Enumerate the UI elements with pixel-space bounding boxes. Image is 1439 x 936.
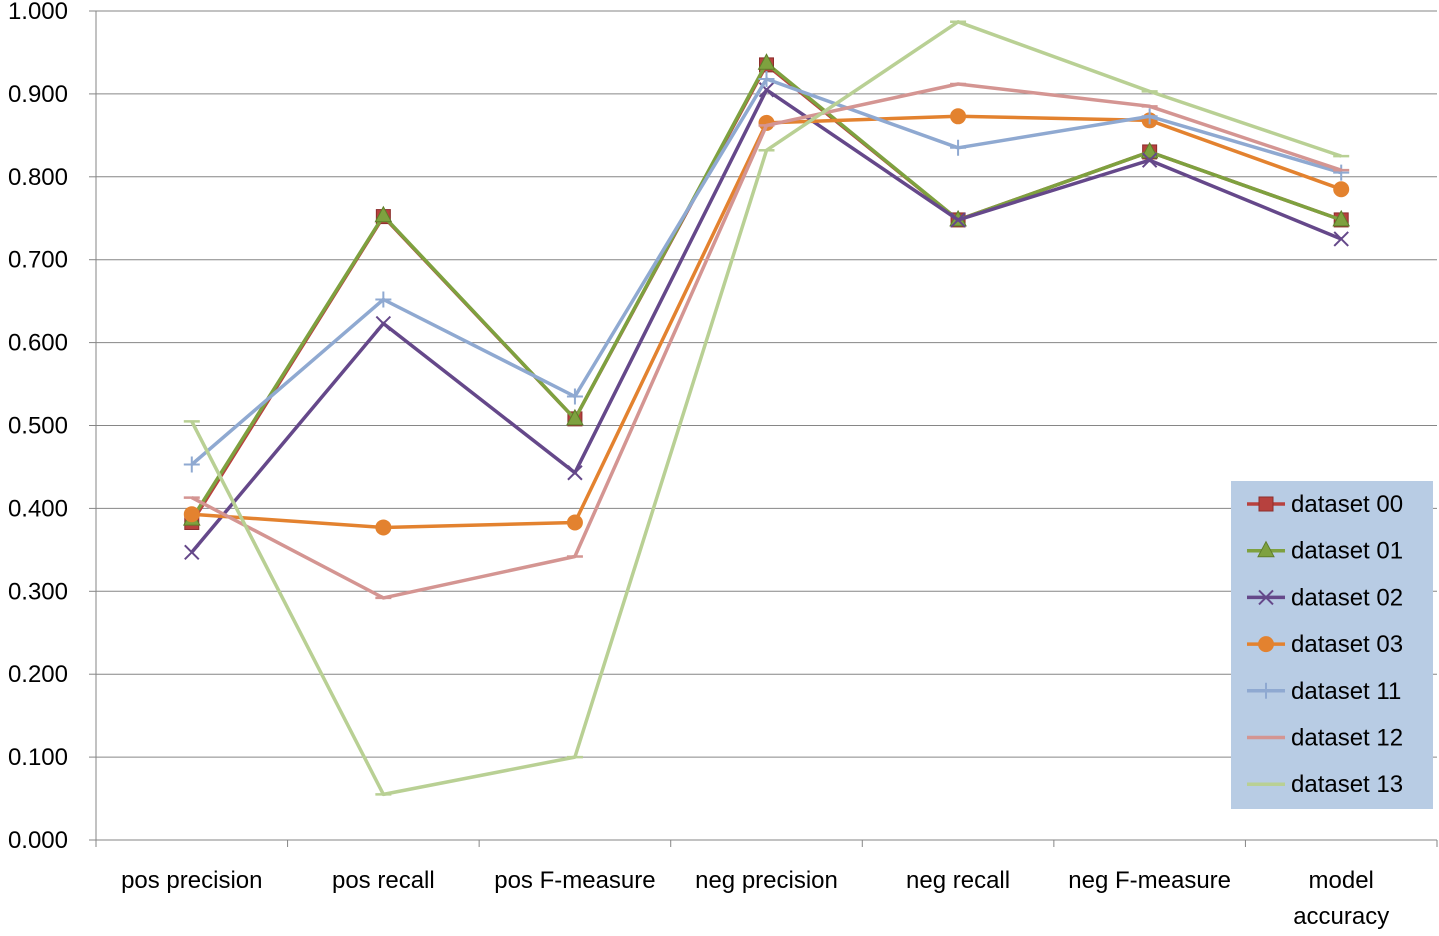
x-tick-label: neg recall (906, 867, 1010, 894)
data-point (1141, 108, 1158, 125)
x-tick-label: model (1309, 867, 1374, 894)
data-point (566, 514, 583, 531)
data-point (566, 388, 583, 405)
data-point (375, 315, 392, 332)
series-dataset-12 (183, 82, 1350, 600)
x-tick-label: pos recall (332, 867, 435, 894)
y-tick-label: 0.700 (8, 247, 68, 274)
legend-swatch-marker (1258, 496, 1274, 512)
gridlines (96, 10, 1437, 758)
legend-label: dataset 03 (1291, 631, 1403, 658)
series-line (190, 77, 1342, 466)
series-line (191, 114, 1342, 530)
y-tick-label: 0.600 (8, 330, 68, 357)
y-tick-label: 0.800 (8, 164, 68, 191)
series-dataset-02 (184, 82, 1349, 561)
series-line (190, 61, 1342, 521)
legend-item: dataset 00 (1247, 491, 1403, 518)
legend: dataset 00 dataset 01 dataset 02 dataset 03… (1231, 481, 1433, 809)
y-tick-label: 1.000 (8, 0, 68, 25)
y-tick-label: 0.900 (8, 81, 68, 108)
legend-label: dataset 11 (1291, 678, 1401, 705)
legend-item: dataset 01 (1247, 538, 1403, 565)
legend-swatch-marker (1258, 682, 1274, 699)
series-line (190, 63, 1342, 524)
y-tick-label: 0.000 (8, 827, 68, 854)
series-dataset-13 (183, 20, 1350, 797)
legend-label: dataset 12 (1291, 725, 1403, 752)
axes: 0.000 0.100 0.200 0.300 0.400 0.500 0.600 0.700… (8, 0, 1438, 930)
legend-label: dataset 00 (1291, 491, 1403, 518)
legend-swatch-marker (1258, 589, 1274, 606)
y-tick-label: 0.500 (8, 413, 68, 440)
data-point (375, 291, 392, 308)
legend-item: dataset 11 (1247, 678, 1401, 705)
series-dataset-11 (183, 70, 1350, 473)
x-tick-label: pos precision (121, 867, 262, 894)
data-point (184, 544, 200, 561)
data-point (758, 70, 775, 87)
legend-swatch-marker (1258, 636, 1274, 653)
series-lines (182, 20, 1351, 797)
data-point (374, 205, 393, 223)
data-point (1333, 164, 1350, 181)
data-point (1140, 141, 1159, 159)
data-point (950, 139, 967, 156)
data-point (1333, 181, 1350, 198)
legend-item: dataset 03 (1247, 631, 1403, 658)
x-tick-label: neg F-measure (1068, 867, 1231, 894)
x-tick-label: pos F-measure (494, 867, 655, 894)
legend-item: dataset 12 (1247, 725, 1403, 752)
legend-item: dataset 13 (1247, 771, 1403, 798)
data-point (183, 456, 200, 473)
data-point (950, 108, 967, 125)
legend-swatch-marker (1257, 540, 1275, 558)
legend-label: dataset 13 (1291, 771, 1403, 798)
data-point (1332, 209, 1351, 227)
data-point (757, 53, 776, 70)
data-point (566, 408, 584, 426)
legend-label: dataset 02 (1291, 584, 1403, 611)
y-tick-label: 0.300 (8, 578, 68, 605)
data-point (183, 506, 200, 523)
legend-item: dataset 02 (1247, 584, 1403, 611)
y-tick-label: 0.200 (8, 661, 68, 688)
x-tick-label: neg precision (695, 867, 838, 894)
series-line (190, 20, 1342, 797)
data-point (1141, 152, 1158, 168)
legend-label: dataset 01 (1291, 538, 1403, 565)
data-point (950, 212, 966, 228)
y-tick-label: 0.100 (8, 744, 68, 771)
y-tick-label: 0.400 (8, 495, 68, 522)
x-tick-label: accuracy (1293, 903, 1389, 930)
data-point (567, 465, 583, 481)
series-line (190, 82, 1342, 600)
data-point (375, 519, 392, 536)
data-point (1333, 231, 1349, 247)
